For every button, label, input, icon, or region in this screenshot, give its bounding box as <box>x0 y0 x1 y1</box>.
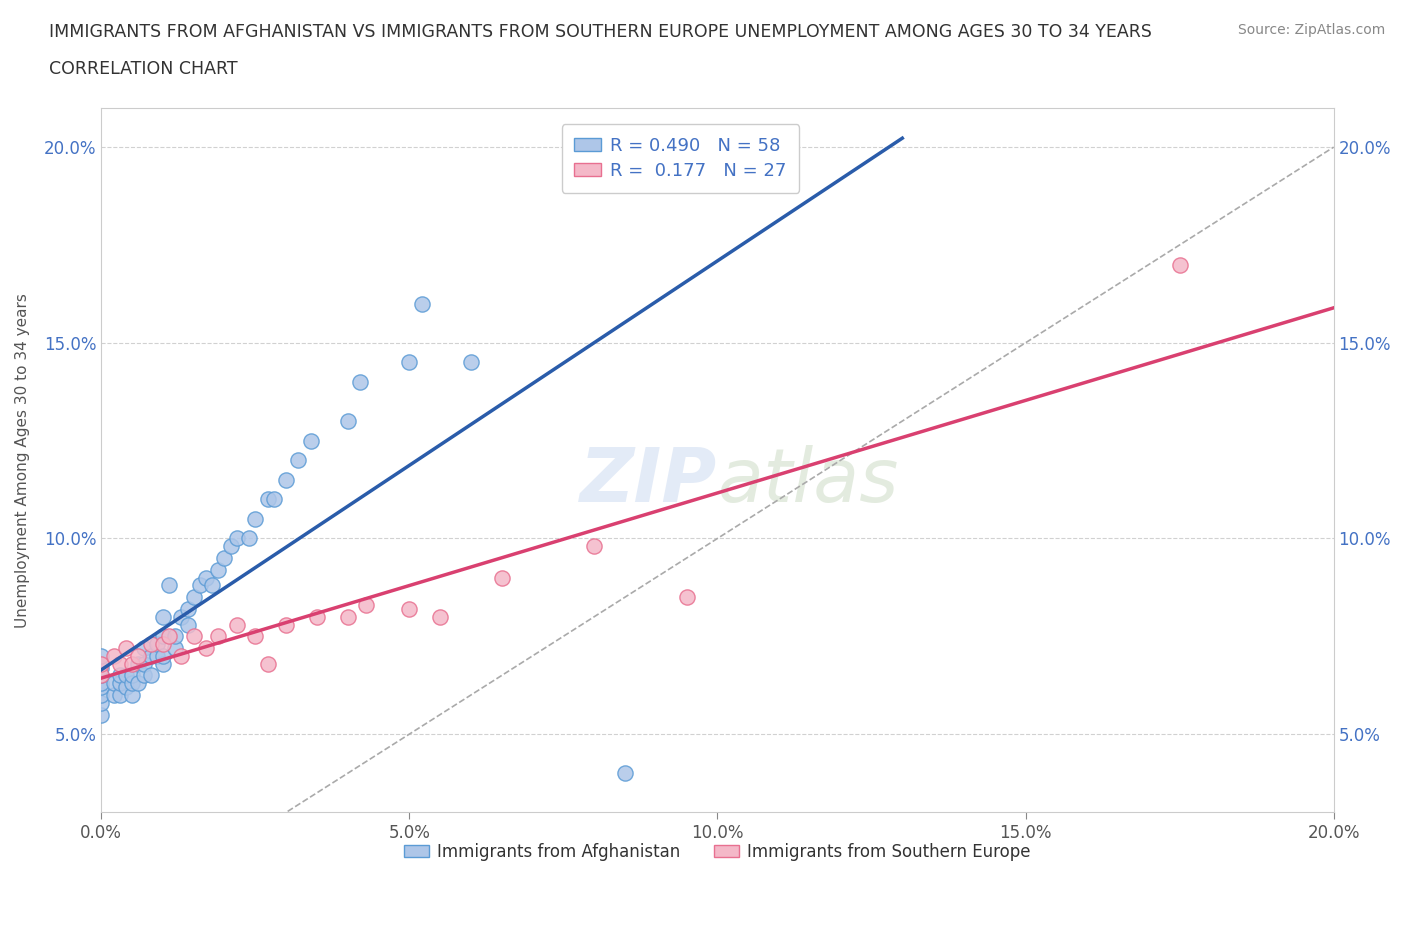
Point <box>170 609 193 624</box>
Point <box>134 668 156 683</box>
Point <box>103 676 125 691</box>
Point <box>219 538 242 553</box>
Point <box>108 657 131 671</box>
Point <box>157 578 180 592</box>
Point <box>108 687 131 702</box>
Point <box>165 629 187 644</box>
Point <box>274 472 297 487</box>
Point <box>134 657 156 671</box>
Point <box>274 618 297 632</box>
Point <box>121 657 143 671</box>
Point <box>90 707 112 722</box>
Point <box>90 676 112 691</box>
Point <box>675 590 697 604</box>
Point <box>152 609 174 624</box>
Point <box>127 676 149 691</box>
Point <box>165 641 187 656</box>
Point <box>90 668 112 683</box>
Point <box>176 602 198 617</box>
Point <box>90 696 112 711</box>
Point <box>127 648 149 663</box>
Point <box>115 641 138 656</box>
Point <box>305 609 328 624</box>
Point <box>225 531 247 546</box>
Point <box>349 375 371 390</box>
Point <box>429 609 451 624</box>
Text: atlas: atlas <box>717 445 898 517</box>
Point <box>207 563 229 578</box>
Point <box>256 657 278 671</box>
Point <box>336 414 359 429</box>
Point <box>354 598 377 613</box>
Point <box>398 602 420 617</box>
Point <box>207 629 229 644</box>
Point <box>460 355 482 370</box>
Point <box>214 551 236 565</box>
Point <box>195 641 218 656</box>
Point <box>127 657 149 671</box>
Point <box>157 629 180 644</box>
Point <box>152 629 174 644</box>
Point <box>1168 257 1191 272</box>
Point <box>256 492 278 507</box>
Text: Source: ZipAtlas.com: Source: ZipAtlas.com <box>1237 23 1385 37</box>
Point <box>90 648 112 663</box>
Point <box>170 648 193 663</box>
Point <box>134 641 156 656</box>
Point <box>115 668 138 683</box>
Text: CORRELATION CHART: CORRELATION CHART <box>49 60 238 78</box>
Point <box>139 637 162 652</box>
Point <box>103 687 125 702</box>
Point <box>121 668 143 683</box>
Point <box>614 765 637 780</box>
Legend: Immigrants from Afghanistan, Immigrants from Southern Europe: Immigrants from Afghanistan, Immigrants … <box>398 836 1038 868</box>
Point <box>238 531 260 546</box>
Text: ZIP: ZIP <box>581 445 717 518</box>
Point <box>115 680 138 695</box>
Point <box>90 687 112 702</box>
Point <box>245 629 267 644</box>
Point <box>145 637 167 652</box>
Point <box>411 297 433 312</box>
Point <box>583 538 606 553</box>
Point <box>121 676 143 691</box>
Y-axis label: Unemployment Among Ages 30 to 34 years: Unemployment Among Ages 30 to 34 years <box>15 293 30 628</box>
Point <box>152 637 174 652</box>
Point <box>108 668 131 683</box>
Point <box>90 657 112 671</box>
Point <box>90 668 112 683</box>
Text: IMMIGRANTS FROM AFGHANISTAN VS IMMIGRANTS FROM SOUTHERN EUROPE UNEMPLOYMENT AMON: IMMIGRANTS FROM AFGHANISTAN VS IMMIGRANT… <box>49 23 1152 41</box>
Point <box>336 609 359 624</box>
Point <box>263 492 285 507</box>
Point <box>90 680 112 695</box>
Point <box>183 629 205 644</box>
Point <box>145 648 167 663</box>
Point <box>287 453 309 468</box>
Point <box>188 578 211 592</box>
Point <box>245 512 267 526</box>
Point <box>90 660 112 675</box>
Point <box>225 618 247 632</box>
Point <box>299 433 322 448</box>
Point <box>183 590 205 604</box>
Point <box>201 578 224 592</box>
Point <box>176 618 198 632</box>
Point <box>398 355 420 370</box>
Point <box>195 570 218 585</box>
Point <box>152 657 174 671</box>
Point <box>152 648 174 663</box>
Point <box>139 648 162 663</box>
Point <box>108 676 131 691</box>
Point <box>491 570 513 585</box>
Point <box>121 687 143 702</box>
Point <box>103 648 125 663</box>
Point <box>139 668 162 683</box>
